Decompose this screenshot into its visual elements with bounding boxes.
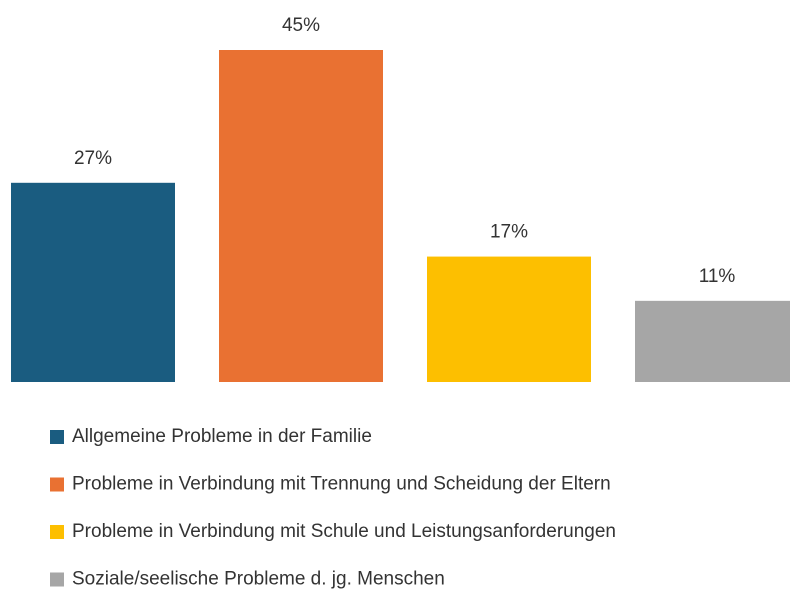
legend-label: Allgemeine Probleme in der Familie [72, 426, 372, 447]
legend-label: Probleme in Verbindung mit Schule und Le… [72, 521, 616, 542]
bar [427, 256, 591, 382]
legend-label: Probleme in Verbindung mit Trennung und … [72, 474, 611, 495]
legend-swatch [50, 430, 64, 444]
bar [635, 300, 790, 382]
bar [11, 182, 175, 382]
data-label: 27% [74, 148, 112, 169]
data-label: 17% [490, 222, 528, 243]
legend-label: Soziale/seelische Probleme d. jg. Mensch… [72, 569, 445, 590]
bar [219, 50, 383, 382]
legend-swatch [50, 525, 64, 539]
legend-swatch [50, 572, 64, 587]
data-label: 11% [699, 266, 736, 287]
data-label: 45% [282, 15, 320, 36]
legend-swatch [50, 477, 64, 492]
